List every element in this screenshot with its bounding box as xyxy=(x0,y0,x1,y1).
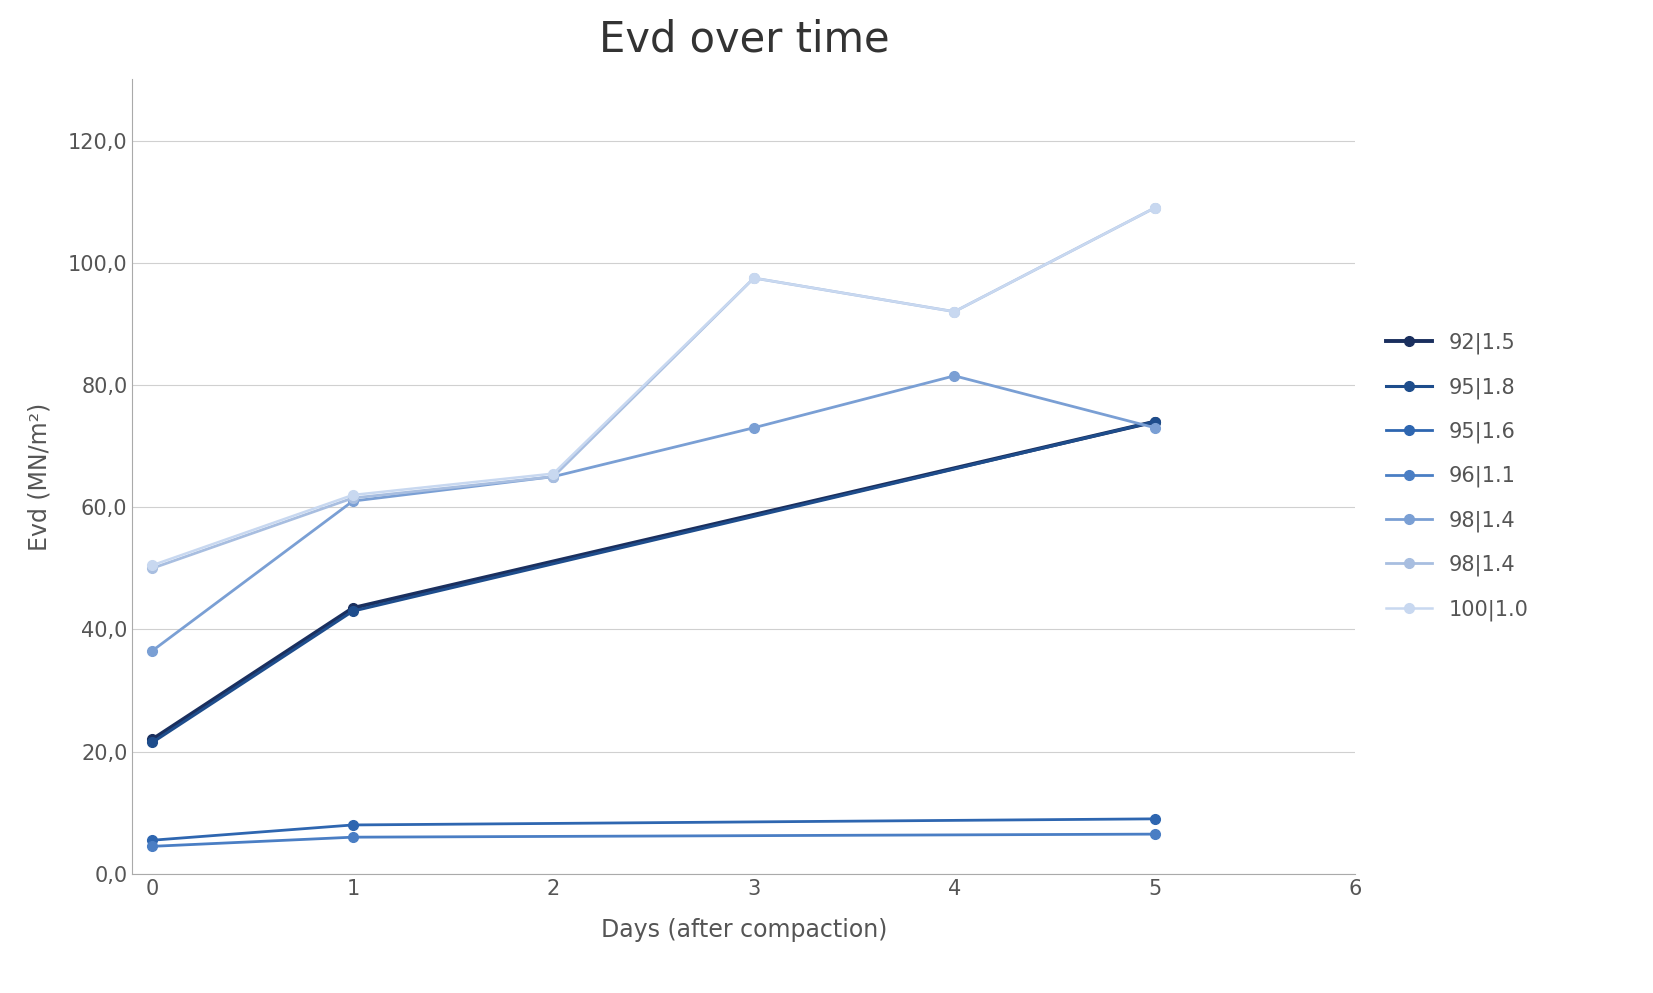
Line: 95|1.6: 95|1.6 xyxy=(147,814,1160,845)
98|1.4 xyxy=(342,493,362,504)
98|1.4 xyxy=(544,471,564,483)
100|1.0 xyxy=(544,468,564,480)
98|1.4 xyxy=(544,471,564,483)
98|1.4 xyxy=(1146,422,1165,434)
98|1.4 xyxy=(944,369,964,381)
92|1.5 xyxy=(142,734,162,746)
Line: 96|1.1: 96|1.1 xyxy=(147,829,1160,851)
96|1.1 xyxy=(1146,828,1165,840)
100|1.0 xyxy=(1146,202,1165,213)
98|1.4 xyxy=(142,644,162,656)
98|1.4 xyxy=(342,496,362,507)
Line: 95|1.8: 95|1.8 xyxy=(147,417,1160,748)
92|1.5 xyxy=(342,602,362,614)
95|1.8 xyxy=(342,605,362,617)
100|1.0 xyxy=(142,559,162,571)
Line: 100|1.0: 100|1.0 xyxy=(147,203,1160,570)
100|1.0 xyxy=(744,272,764,284)
Y-axis label: Evd (MN/m²): Evd (MN/m²) xyxy=(26,402,51,551)
96|1.1 xyxy=(342,831,362,843)
Line: 98|1.4: 98|1.4 xyxy=(147,203,1160,573)
100|1.0 xyxy=(342,489,362,500)
Legend: 92|1.5, 95|1.8, 95|1.6, 96|1.1, 98|1.4, 98|1.4, 100|1.0: 92|1.5, 95|1.8, 95|1.6, 96|1.1, 98|1.4, … xyxy=(1379,325,1537,629)
95|1.8 xyxy=(142,737,162,749)
Line: 98|1.4: 98|1.4 xyxy=(147,371,1160,655)
96|1.1 xyxy=(142,840,162,852)
92|1.5 xyxy=(1146,416,1165,428)
Line: 92|1.5: 92|1.5 xyxy=(147,417,1160,745)
100|1.0 xyxy=(944,306,964,318)
95|1.6 xyxy=(142,834,162,846)
95|1.8 xyxy=(1146,416,1165,428)
95|1.6 xyxy=(342,819,362,831)
98|1.4 xyxy=(1146,202,1165,213)
X-axis label: Days (after compaction): Days (after compaction) xyxy=(600,919,888,942)
98|1.4 xyxy=(944,306,964,318)
95|1.6 xyxy=(1146,813,1165,825)
98|1.4 xyxy=(744,272,764,284)
Title: Evd over time: Evd over time xyxy=(598,19,889,61)
98|1.4 xyxy=(142,562,162,574)
98|1.4 xyxy=(744,422,764,434)
